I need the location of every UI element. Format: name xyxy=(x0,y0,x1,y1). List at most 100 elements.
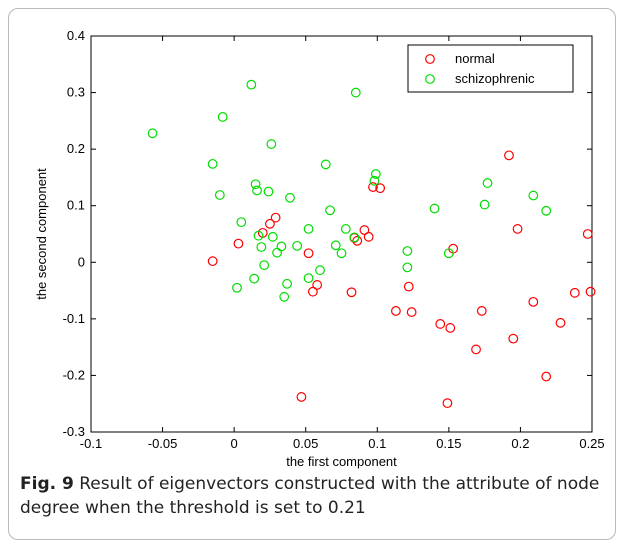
data-point-normal xyxy=(363,231,374,242)
data-point-schizophrenic xyxy=(292,240,303,251)
data-point-schizophrenic xyxy=(325,205,335,216)
data-point-schizophrenic xyxy=(276,241,287,252)
figure-caption-text: Result of eigenvectors constructed with … xyxy=(20,474,600,518)
data-point-schizophrenic xyxy=(259,260,270,271)
data-point-schizophrenic xyxy=(232,282,242,293)
x-tick-label: 0.05 xyxy=(293,436,318,451)
data-point-schizophrenic xyxy=(256,242,267,252)
y-tick-label: -0.2 xyxy=(63,367,85,382)
data-point-normal xyxy=(303,248,314,259)
data-point-normal xyxy=(403,281,414,292)
data-point-schizophrenic xyxy=(266,139,277,149)
data-point-normal xyxy=(390,306,401,316)
data-point-schizophrenic xyxy=(252,185,262,196)
data-point-schizophrenic xyxy=(340,224,351,234)
x-tick-label: -0.1 xyxy=(80,436,102,451)
data-point-normal xyxy=(442,398,453,409)
data-point-normal xyxy=(476,306,487,316)
data-point-schizophrenic xyxy=(350,87,361,98)
data-point-schizophrenic xyxy=(282,278,293,289)
data-point-schizophrenic xyxy=(207,158,218,169)
x-tick-label: -0.05 xyxy=(148,436,178,451)
data-point-schizophrenic xyxy=(349,232,360,243)
data-point-schizophrenic xyxy=(429,203,440,214)
data-point-schizophrenic xyxy=(236,217,247,228)
data-point-schizophrenic xyxy=(320,159,331,170)
y-tick-label: -0.1 xyxy=(63,311,85,326)
data-point-normal xyxy=(569,287,580,298)
data-point-normal xyxy=(508,333,519,344)
data-point-normal xyxy=(585,286,596,297)
data-point-normal xyxy=(207,256,218,267)
data-point-schizophrenic xyxy=(250,179,261,190)
x-axis-label: the first component xyxy=(286,454,397,469)
data-point-normal xyxy=(555,317,566,328)
data-point-normal xyxy=(445,323,456,333)
y-tick-label: 0.3 xyxy=(67,85,85,100)
scatter-chart: -0.1 -0.05 0 0.05 0.1 0.15 0.2 0.25 -0.3 -0.2 -0.1… xyxy=(34,28,605,469)
data-point-schizophrenic xyxy=(147,128,158,139)
data-point-schizophrenic xyxy=(402,246,413,256)
data-point-normal xyxy=(265,218,275,229)
data-point-schizophrenic xyxy=(369,175,380,186)
data-point-schizophrenic xyxy=(217,111,228,122)
data-point-normal xyxy=(541,371,552,382)
data-point-schizophrenic xyxy=(214,190,225,200)
legend-label-normal: normal xyxy=(455,51,495,66)
y-axis-label: the second component xyxy=(34,168,49,300)
data-point-schizophrenic xyxy=(249,273,260,284)
legend-marker-normal xyxy=(425,54,435,64)
legend-label-schizophrenic: schizophrenic xyxy=(455,71,535,86)
data-point-schizophrenic xyxy=(336,248,347,259)
figure-label: Fig. 9 xyxy=(20,474,74,494)
data-point-schizophrenic xyxy=(279,291,290,302)
data-point-schizophrenic xyxy=(267,231,278,242)
y-tick-label: 0.2 xyxy=(67,141,85,156)
data-point-schizophrenic xyxy=(482,178,493,188)
legend-box xyxy=(407,44,574,93)
data-point-schizophrenic xyxy=(541,205,552,216)
data-point-normal xyxy=(346,287,357,298)
data-point-normal xyxy=(307,286,318,297)
x-tick-label: 0.15 xyxy=(436,436,461,451)
data-point-schizophrenic xyxy=(303,224,314,234)
data-point-normal xyxy=(368,182,378,192)
data-point-normal xyxy=(270,212,281,223)
data-point-schizophrenic xyxy=(315,265,325,276)
data-point-normal xyxy=(435,319,446,329)
data-point-schizophrenic xyxy=(402,262,413,273)
x-tick-label: 0 xyxy=(231,436,238,451)
data-point-normal xyxy=(582,229,593,239)
data-point-schizophrenic xyxy=(443,248,454,259)
x-tick-label: 0.25 xyxy=(579,436,604,451)
data-point-schizophrenic xyxy=(253,230,264,241)
data-point-normal xyxy=(352,235,363,246)
data-point-normal xyxy=(512,224,523,234)
data-point-normal xyxy=(296,392,307,402)
data-point-schizophrenic xyxy=(330,240,341,251)
data-point-normal xyxy=(406,307,417,317)
data-point-schizophrenic xyxy=(370,169,381,179)
data-point-normal xyxy=(375,183,386,194)
data-point-schizophrenic xyxy=(528,190,539,201)
x-tick-label: 0.2 xyxy=(511,436,529,451)
legend-marker-schizophrenic xyxy=(425,74,435,84)
data-point-schizophrenic xyxy=(479,199,490,210)
data-point-normal xyxy=(359,225,370,235)
y-tick-label: 0.4 xyxy=(67,28,85,43)
y-tick-label: -0.3 xyxy=(63,424,85,439)
y-tick-label: 0.1 xyxy=(67,198,85,213)
data-point-normal xyxy=(233,238,244,249)
plot-area xyxy=(90,35,593,433)
data-point-schizophrenic xyxy=(303,273,314,284)
data-point-normal xyxy=(504,150,514,161)
figure-caption: Fig. 9 Result of eigenvectors constructe… xyxy=(20,472,600,520)
data-point-schizophrenic xyxy=(263,186,274,197)
data-point-normal xyxy=(312,280,323,290)
data-point-schizophrenic xyxy=(285,192,295,203)
data-point-schizophrenic xyxy=(246,79,257,90)
data-point-normal xyxy=(528,296,539,307)
y-tick-label: 0 xyxy=(78,254,85,269)
data-point-normal xyxy=(471,344,481,355)
x-tick-label: 0.1 xyxy=(368,436,386,451)
